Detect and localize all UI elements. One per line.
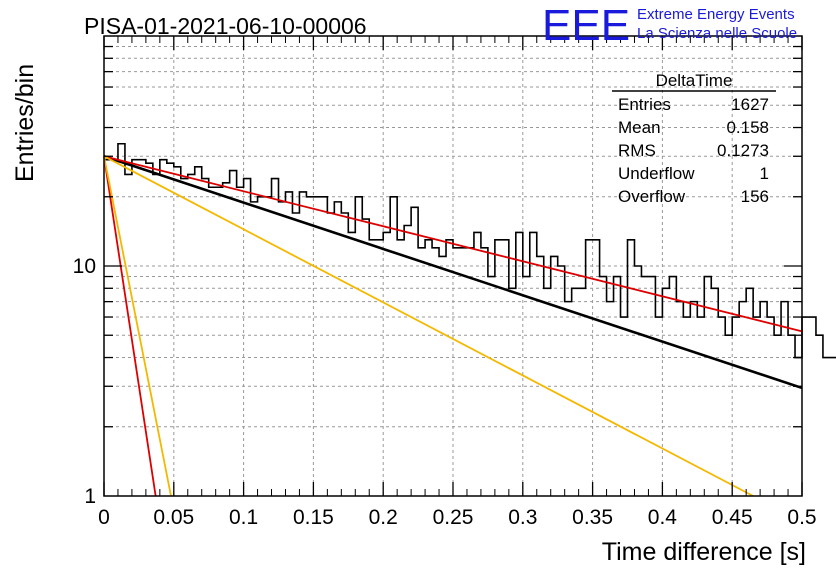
histogram: [104, 142, 836, 359]
eee-logo: EEE Extreme Energy Events La Scienza nel…: [542, 1, 797, 50]
x-tick-label: 0.1: [229, 506, 258, 529]
grid: [104, 36, 802, 496]
y-tick-label: 1: [84, 485, 96, 508]
stats-title: DeltaTime: [656, 71, 733, 90]
fit-line-1: [103, 155, 803, 390]
fit-lines: [103, 155, 803, 497]
stats-box: DeltaTime Entries 1627 Mean 0.158 RMS 0.…: [612, 71, 776, 206]
fit-line-5: [103, 155, 754, 497]
stats-label-underflow: Underflow: [618, 164, 695, 183]
logo-line-1: Extreme Energy Events: [637, 6, 795, 23]
stats-label-rms: RMS: [618, 141, 656, 160]
x-tick-label: 0.45: [712, 506, 753, 529]
stats-label-entries: Entries: [618, 95, 671, 114]
fit-line-2: [103, 155, 803, 333]
x-tick-label: 0.35: [572, 506, 613, 529]
x-tick-label: 0.4: [648, 506, 678, 529]
axis-ticks: [103, 36, 803, 496]
chart-title: PISA-01-2021-06-10-00006: [84, 13, 367, 39]
fit-line-4: [103, 156, 172, 497]
y-tick-label: 10: [73, 255, 96, 278]
stats-value-mean: 0.158: [726, 118, 769, 137]
x-tick-label: 0.05: [153, 506, 194, 529]
stats-label-overflow: Overflow: [618, 187, 686, 206]
histogram-step-line: [104, 142, 836, 359]
x-axis-title: Time difference [s]: [602, 538, 806, 566]
x-tick-label: 0.25: [433, 506, 474, 529]
stats-value-overflow: 156: [741, 187, 769, 206]
x-tick-label: 0.3: [508, 506, 537, 529]
stats-label-mean: Mean: [618, 118, 661, 137]
stats-value-entries: 1627: [731, 95, 769, 114]
tick-labels: 0 0.05 0.1 0.15 0.2 0.25 0.3 0.35 0.4 0.45 0.5 1 10: [73, 255, 817, 529]
x-tick-label: 0.2: [369, 506, 398, 529]
y-axis-title: Entries/bin: [11, 64, 39, 182]
x-tick-label: 0.15: [293, 506, 334, 529]
stats-value-underflow: 1: [760, 164, 769, 183]
logo-mark: EEE: [542, 1, 630, 50]
logo-line-2: La Scienza nelle Scuole: [637, 25, 797, 42]
fit-line-3: [103, 156, 157, 497]
x-tick-label: 0.5: [787, 506, 816, 529]
stats-value-rms: 0.1273: [717, 141, 769, 160]
x-tick-label: 0: [98, 506, 110, 529]
